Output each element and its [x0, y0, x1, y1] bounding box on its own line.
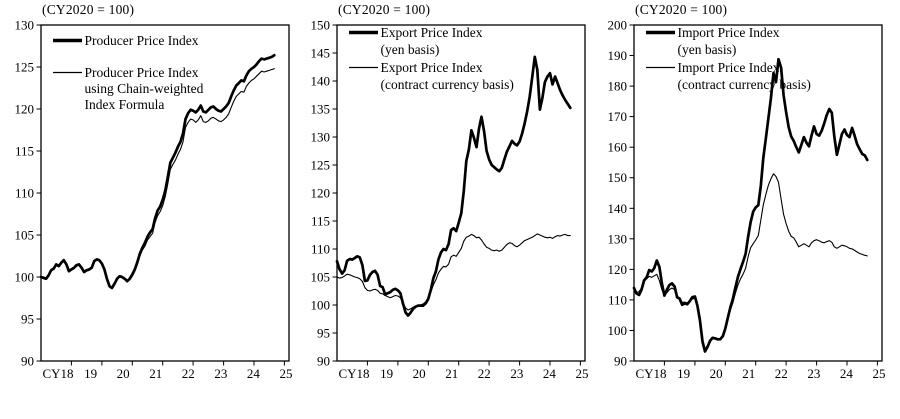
y-axis-tick-label: 100	[608, 323, 628, 338]
x-axis-tick-label: 19	[380, 366, 393, 381]
y-axis-tick-label: 105	[311, 270, 331, 285]
export-price-index-plot: 150 145 140 135 130 125 120 115 110 105 100 95 90 CY1…	[311, 18, 589, 382]
y-axis-tick-label: 145	[311, 46, 331, 61]
legend-label: using Chain-weighted	[85, 81, 204, 96]
x-axis-tick-label: 25	[873, 366, 886, 381]
legend-label: (yen basis)	[381, 42, 440, 57]
x-axis-tick-label: 25	[280, 366, 293, 381]
x-axis-tick-label: 24	[247, 366, 261, 381]
y-axis-tick-label: 130	[608, 231, 628, 246]
index-base-label: (CY2020 = 100)	[635, 2, 728, 17]
x-axis-tick-label: 24	[840, 366, 854, 381]
y-axis-tick-label: 120	[608, 262, 628, 277]
chart-producer-price-index: (CY2020 = 100) 130 125 120 115 110 105 100 95 90…	[1, 0, 293, 419]
legend-label: Import Price Index	[678, 25, 780, 40]
y-axis-tick-label: 120	[15, 102, 35, 117]
y-axis-tick-label: 140	[608, 201, 628, 216]
y-axis-tick-label: 130	[311, 130, 331, 145]
x-axis-tick-label: 22	[182, 366, 195, 381]
series-line-bold	[632, 57, 869, 353]
index-base-label: (CY2020 = 100)	[338, 2, 431, 17]
y-axis-tick-label: 200	[608, 18, 628, 33]
y-axis-tick-label: 100	[15, 270, 35, 285]
legend-label: Export Price Index	[381, 25, 483, 40]
x-axis-tick-label: 20	[710, 366, 723, 381]
y-axis-tick-label: 95	[21, 312, 34, 327]
y-axis-tick-label: 115	[15, 144, 34, 159]
x-axis-tick-label: 25	[576, 366, 589, 381]
y-axis-tick-label: 120	[311, 186, 331, 201]
x-axis-tick-label: 23	[807, 366, 820, 381]
x-axis-tick-label: 19	[677, 366, 690, 381]
x-axis-tick-label: 20	[117, 366, 130, 381]
series-line-thin	[336, 233, 571, 311]
x-axis-tick-label: 19	[84, 366, 97, 381]
legend-label: Producer Price Index	[85, 33, 199, 48]
y-axis-tick-label: 105	[15, 228, 35, 243]
x-axis-tick-label: 23	[510, 366, 523, 381]
x-axis-tick-label: 21	[742, 366, 755, 381]
series-line-bold	[335, 55, 572, 317]
y-axis-tick-label: 170	[608, 109, 628, 124]
y-axis-tick-label: 90	[317, 354, 330, 369]
x-axis-tick-label: CY18	[42, 366, 73, 381]
legend-label: Index Formula	[85, 97, 165, 112]
y-axis-tick-label: 110	[311, 242, 330, 257]
chart-export-price-index: (CY2020 = 100) 150 145 140 135 130 125 120 115 1…	[297, 0, 589, 419]
y-axis-tick-label: 90	[614, 354, 627, 369]
y-axis-tick-label: 125	[311, 158, 331, 173]
y-axis-tick-label: 150	[311, 18, 331, 33]
y-axis-tick-label: 150	[608, 170, 628, 185]
producer-price-index-plot: 130 125 120 115 110 105 100 95 90 CY18 19 20 21 22 23 2…	[15, 18, 293, 382]
y-axis-tick-label: 130	[15, 18, 35, 33]
y-axis-tick-label: 110	[15, 186, 34, 201]
y-axis-tick-label: 95	[317, 326, 330, 341]
y-axis-tick-label: 110	[608, 292, 627, 307]
y-axis-tick-label: 190	[608, 48, 628, 63]
y-axis-tick-label: 100	[311, 298, 331, 313]
y-axis-tick-label: 125	[15, 60, 35, 75]
y-axis-tick-label: 90	[21, 354, 34, 369]
x-axis-tick-label: 22	[775, 366, 788, 381]
x-axis-tick-label: CY18	[338, 366, 369, 381]
chart-import-price-index: (CY2020 = 100) 200 190 180 170 160 150 140 130 1…	[594, 0, 886, 419]
x-axis-tick-label: 24	[543, 366, 557, 381]
index-base-label: (CY2020 = 100)	[42, 2, 135, 17]
legend-label: (contract currency basis)	[678, 77, 811, 92]
x-axis-tick-label: 20	[413, 366, 426, 381]
x-axis-tick-label: CY18	[635, 366, 666, 381]
legend-label: Producer Price Index	[85, 65, 199, 80]
x-axis-tick-label: 21	[445, 366, 458, 381]
plot-frame	[633, 24, 883, 362]
legend-label: (yen basis)	[678, 42, 737, 57]
series-line-thin	[40, 68, 275, 290]
series-line-thin	[633, 173, 868, 351]
x-axis-tick-label: 22	[478, 366, 491, 381]
legend-label: (contract currency basis)	[381, 77, 514, 92]
y-axis-tick-label: 135	[311, 102, 331, 117]
import-price-index-plot: 200 190 180 170 160 150 140 130 120 110 100 90 CY18 1…	[608, 18, 886, 382]
y-axis-tick-label: 160	[608, 140, 628, 155]
legend-label: Export Price Index	[381, 60, 483, 75]
y-axis-tick-label: 140	[311, 74, 331, 89]
x-axis-tick-label: 23	[214, 366, 227, 381]
y-axis-tick-label: 115	[311, 214, 330, 229]
y-axis-tick-label: 180	[608, 79, 628, 94]
legend-label: Import Price Index	[678, 60, 780, 75]
x-axis-tick-label: 21	[149, 366, 162, 381]
